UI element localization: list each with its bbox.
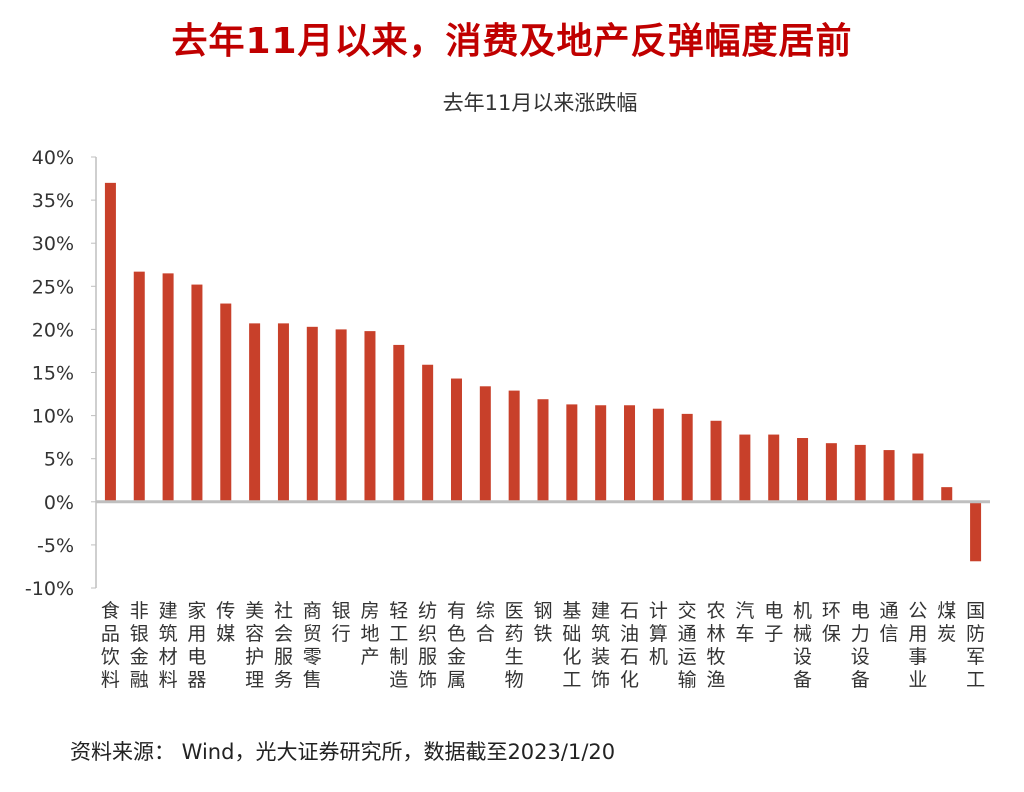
bar xyxy=(162,273,174,502)
x-tick-label: 通信 xyxy=(880,600,899,645)
x-tick-label: 传媒 xyxy=(216,600,235,645)
x-tick-label: 家用电器 xyxy=(187,600,206,691)
x-tick-label: 商贸零售 xyxy=(303,600,322,691)
bar xyxy=(133,271,145,502)
bar xyxy=(652,408,664,502)
y-tick-label: 20% xyxy=(32,319,74,341)
x-tick-label: 社会服务 xyxy=(274,600,293,691)
x-axis-labels: 食品饮料非银金融建筑材料家用电器传媒美容护理社会服务商贸零售银行房地产轻工制造纺… xyxy=(101,600,985,691)
x-tick-label: 建筑材料 xyxy=(159,600,178,691)
bar xyxy=(970,501,982,562)
chart-title: 去年11月以来涨跌幅 xyxy=(443,91,638,115)
x-tick-label: 银行 xyxy=(332,600,351,645)
x-tick-label: 公用事业 xyxy=(908,600,927,691)
x-tick-label: 钢铁 xyxy=(533,600,552,645)
bar xyxy=(508,390,520,502)
x-tick-label: 交通运输 xyxy=(678,600,697,691)
bar xyxy=(479,386,491,502)
y-tick-label: 30% xyxy=(32,233,74,255)
bar xyxy=(450,378,462,502)
bars xyxy=(104,182,982,562)
x-tick-label: 综合 xyxy=(476,600,495,645)
x-tick-label: 国防军工 xyxy=(966,600,985,691)
bar xyxy=(739,434,751,502)
y-tick-label: 25% xyxy=(32,276,74,298)
source-note: 资料来源： Wind，光大证券研究所，数据截至2023/1/20 xyxy=(70,740,616,764)
bar xyxy=(710,420,722,502)
y-tick-label: 35% xyxy=(32,190,74,212)
x-tick-label: 医药生物 xyxy=(505,600,524,691)
x-tick-label: 轻工制造 xyxy=(389,600,408,691)
x-tick-label: 纺织服饰 xyxy=(418,600,437,691)
x-tick-label: 环保 xyxy=(822,600,841,645)
bar xyxy=(335,329,347,502)
y-tick-label: 5% xyxy=(44,449,74,471)
bar xyxy=(825,443,837,502)
x-tick-label: 美容护理 xyxy=(245,600,264,691)
x-tick-label: 计算机 xyxy=(649,600,668,668)
x-tick-label: 有色金属 xyxy=(447,600,466,691)
axes xyxy=(95,157,990,588)
x-tick-label: 煤炭 xyxy=(937,600,956,645)
bar xyxy=(595,405,607,502)
bar xyxy=(854,444,866,502)
bar xyxy=(393,344,405,502)
bar xyxy=(277,323,289,502)
bar xyxy=(768,434,780,502)
y-tick-label: 40% xyxy=(32,147,74,169)
bar xyxy=(912,453,924,502)
headline: 去年11月以来，消费及地产反弹幅度居前 xyxy=(171,21,853,62)
x-tick-label: 石油石化 xyxy=(620,600,639,691)
bar xyxy=(537,399,549,502)
x-tick-label: 农林牧渔 xyxy=(707,600,726,691)
y-axis: 40% 35% 30% 25% 20% 15% 10% 5% 0% -5% -10% xyxy=(25,147,96,600)
bar xyxy=(306,326,318,502)
y-tick-label: 15% xyxy=(32,363,74,385)
bar xyxy=(624,405,636,502)
bar xyxy=(681,413,693,502)
bar xyxy=(364,331,376,502)
bar xyxy=(249,323,261,502)
x-tick-label: 机械设备 xyxy=(793,600,812,691)
bar xyxy=(941,487,953,502)
bar xyxy=(104,182,116,502)
bar xyxy=(883,450,895,502)
bar xyxy=(220,303,232,502)
y-tick-label: 0% xyxy=(44,492,74,514)
x-tick-label: 电力设备 xyxy=(851,600,870,691)
x-tick-label: 食品饮料 xyxy=(101,600,120,691)
bar xyxy=(422,364,434,502)
x-tick-label: 房地产 xyxy=(360,600,379,668)
x-tick-label: 建筑装饰 xyxy=(591,600,610,691)
bar xyxy=(797,438,809,502)
x-tick-label: 汽车 xyxy=(735,600,754,645)
y-tick-label: -5% xyxy=(37,535,74,557)
x-tick-label: 基础化工 xyxy=(562,600,581,691)
y-tick-label: 10% xyxy=(32,406,74,428)
y-tick-label: -10% xyxy=(25,578,74,600)
bar xyxy=(566,404,578,502)
x-tick-label: 非银金融 xyxy=(130,600,149,691)
x-tick-label: 电子 xyxy=(764,600,783,645)
bar xyxy=(191,284,203,502)
